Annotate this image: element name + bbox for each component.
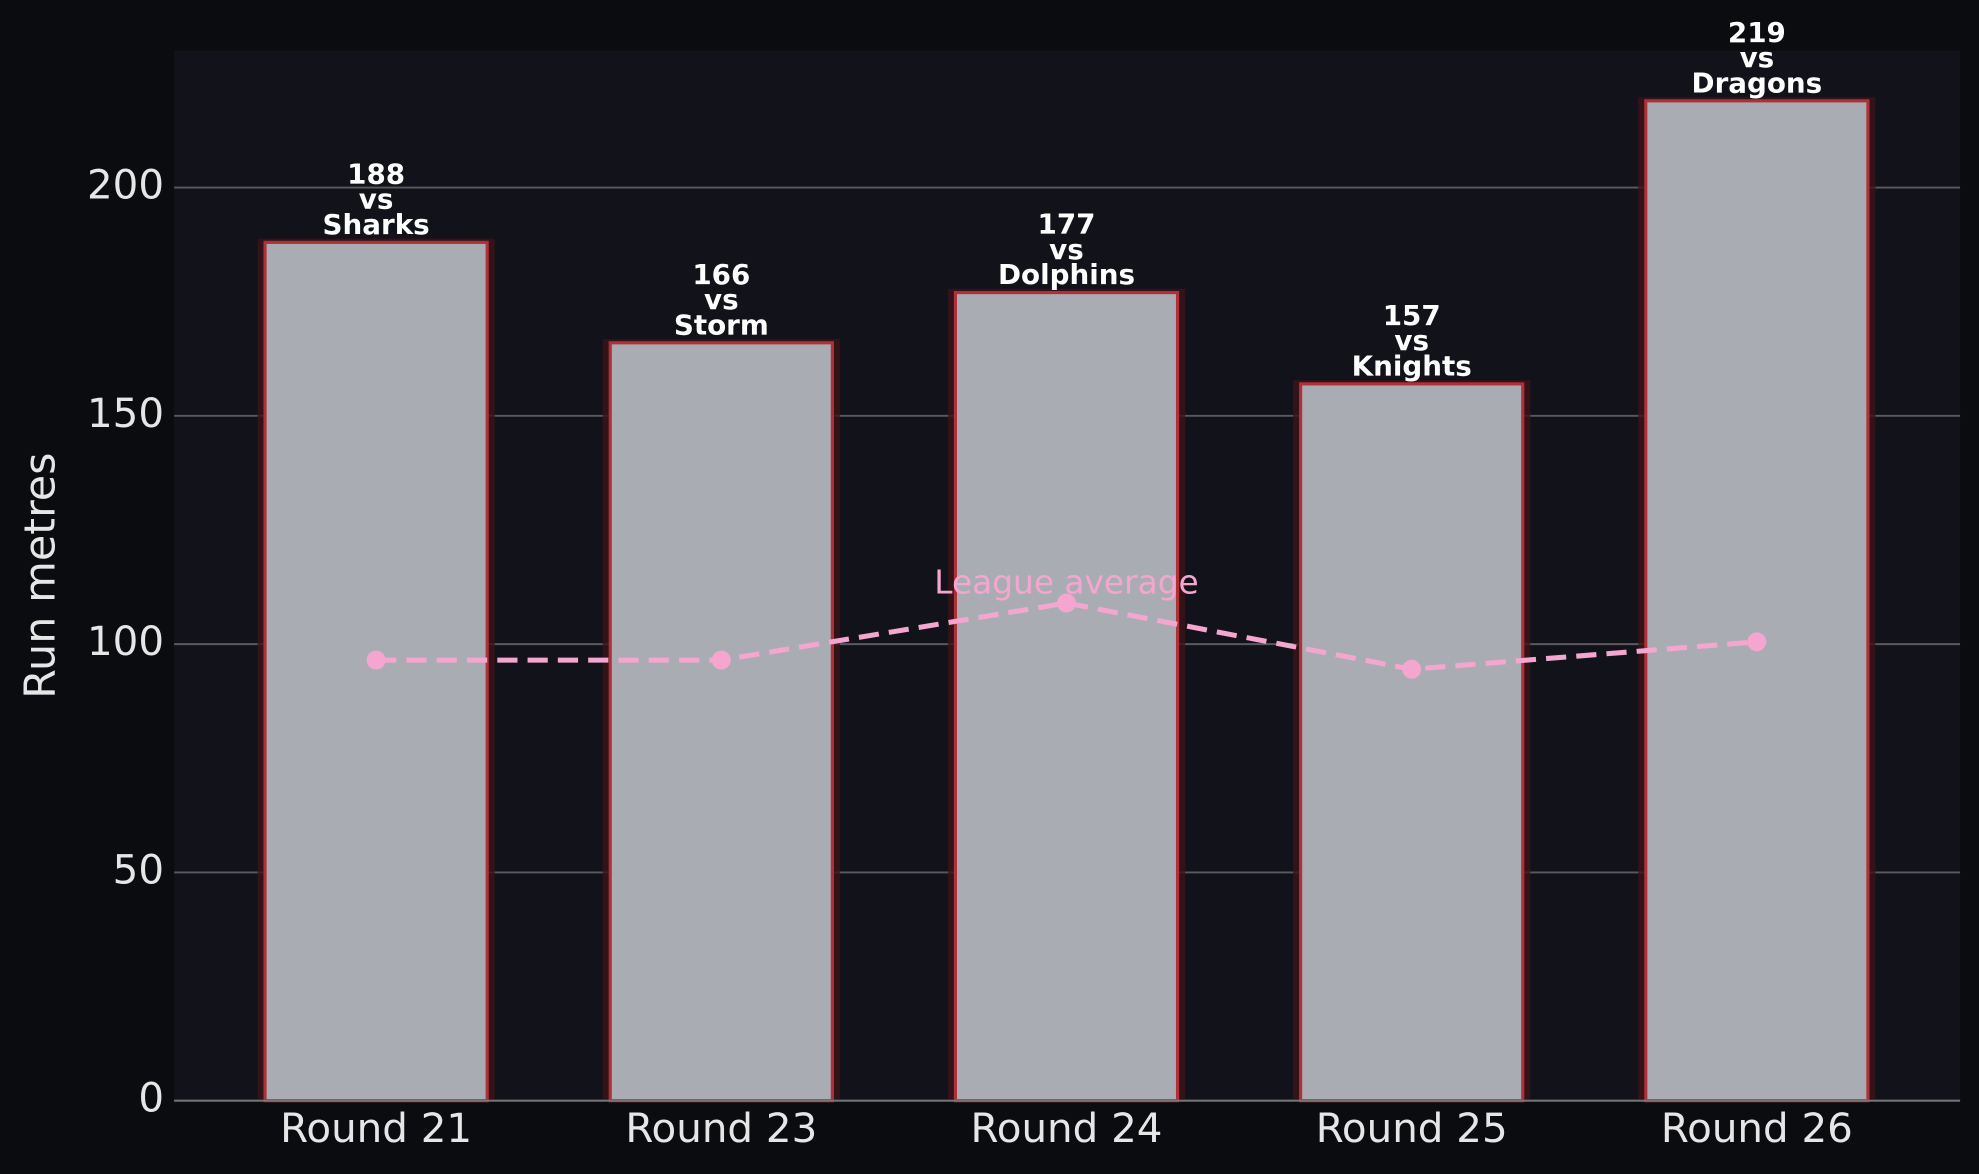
value-label: 219 vs Dragons xyxy=(1692,16,1823,99)
bar xyxy=(263,240,489,1103)
average-point xyxy=(366,650,386,670)
value-label: 157 vs Knights xyxy=(1352,299,1472,382)
bar xyxy=(953,290,1180,1103)
y-tick-label: 150 xyxy=(87,390,164,437)
x-tick-label: Round 25 xyxy=(1316,1105,1508,1152)
average-point xyxy=(1402,659,1422,679)
bar xyxy=(608,341,834,1103)
average-point xyxy=(1747,632,1767,652)
average-point xyxy=(1057,593,1076,613)
bar xyxy=(1644,99,1870,1103)
average-point xyxy=(711,650,731,670)
average-line xyxy=(376,600,1758,672)
x-tick-label: Round 24 xyxy=(971,1105,1163,1152)
value-label: 188 vs Sharks xyxy=(323,157,430,240)
bar xyxy=(1299,382,1525,1103)
y-tick-label: 100 xyxy=(87,618,164,665)
y-tick-label: 50 xyxy=(113,846,164,893)
value-label: 177 vs Dolphins xyxy=(998,208,1135,291)
x-tick-label: Round 23 xyxy=(625,1105,817,1152)
x-tick-label: Round 21 xyxy=(280,1105,472,1152)
y-axis-label: Run metres xyxy=(15,452,65,698)
y-tick-label: 200 xyxy=(87,162,164,209)
average-annotation: League average xyxy=(934,564,1198,602)
y-tick-label: 0 xyxy=(138,1075,164,1122)
value-label: 166 vs Storm xyxy=(674,258,769,341)
x-tick-label: Round 26 xyxy=(1661,1105,1853,1152)
